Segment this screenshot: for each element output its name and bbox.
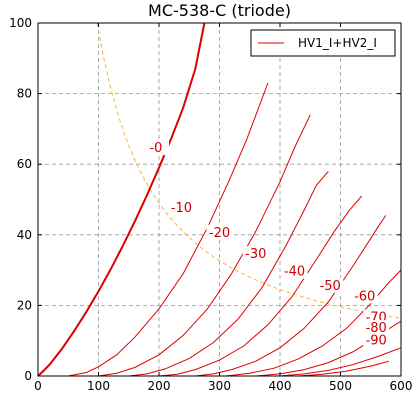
y-tick-label: 20 bbox=[17, 298, 32, 312]
x-tick-label: 500 bbox=[329, 379, 352, 393]
curve-series-8 bbox=[279, 347, 402, 377]
curve-series-2 bbox=[98, 114, 311, 377]
curve-label-bg bbox=[281, 263, 308, 279]
curve-series-6 bbox=[225, 269, 402, 377]
curve-label-bg bbox=[168, 200, 195, 216]
y-tick-label: 80 bbox=[17, 87, 32, 101]
curve-series-3 bbox=[128, 170, 329, 377]
curve-label-4: -40 bbox=[284, 265, 305, 280]
curve-label-bg bbox=[206, 224, 233, 240]
axis-ticks: 0 100 200 300 400 500 600 0 20 40 60 80 100 bbox=[9, 16, 412, 393]
curve-series-5 bbox=[195, 215, 387, 377]
curve-series-7 bbox=[255, 320, 402, 377]
curve-series-4 bbox=[158, 195, 363, 377]
curve-label-bg bbox=[317, 277, 344, 293]
x-tick-label: 600 bbox=[390, 379, 413, 393]
curve-series-9 bbox=[298, 360, 390, 377]
curve-label-5: -50 bbox=[320, 279, 341, 294]
grid-lines bbox=[38, 23, 401, 376]
x-tick-label: 400 bbox=[269, 379, 292, 393]
curve-label-bg bbox=[242, 245, 269, 261]
plate-curves bbox=[37, 22, 402, 377]
y-tick-label: 60 bbox=[17, 157, 32, 171]
x-tick-label: 200 bbox=[148, 379, 171, 393]
curve-label-bg bbox=[363, 332, 390, 348]
curve-label-bg bbox=[142, 140, 169, 156]
curve-label-bg bbox=[363, 320, 390, 336]
curve-label-bg bbox=[351, 288, 378, 304]
curve-series-0 bbox=[37, 22, 206, 377]
x-tick-label: 300 bbox=[208, 379, 231, 393]
curve-series-1 bbox=[68, 82, 269, 377]
y-tick-label: 40 bbox=[17, 228, 32, 242]
chart-title: MC-538-C (triode) bbox=[148, 1, 291, 20]
curve-label-8: -80 bbox=[366, 321, 387, 336]
curve-label-2: -20 bbox=[209, 226, 230, 241]
y-tick-label: 100 bbox=[9, 16, 32, 30]
x-tick-label: 0 bbox=[34, 379, 42, 393]
curve-label-1: -10 bbox=[171, 201, 192, 216]
curve-label-6: -60 bbox=[354, 289, 375, 304]
legend-entry-0: HV1_I+HV2_I bbox=[298, 36, 377, 50]
y-tick-label: 0 bbox=[24, 369, 32, 383]
curve-label-9: -90 bbox=[366, 333, 387, 348]
curve-labels: -0-10-20-30-40-50-60-70-80-90 bbox=[142, 140, 390, 348]
dissipation-curve bbox=[96, 22, 400, 319]
x-tick-label: 100 bbox=[87, 379, 110, 393]
curve-label-3: -30 bbox=[245, 247, 266, 262]
curve-label-0: -0 bbox=[149, 141, 162, 156]
dissipation-line bbox=[96, 22, 400, 319]
legend: HV1_I+HV2_I bbox=[250, 29, 396, 57]
